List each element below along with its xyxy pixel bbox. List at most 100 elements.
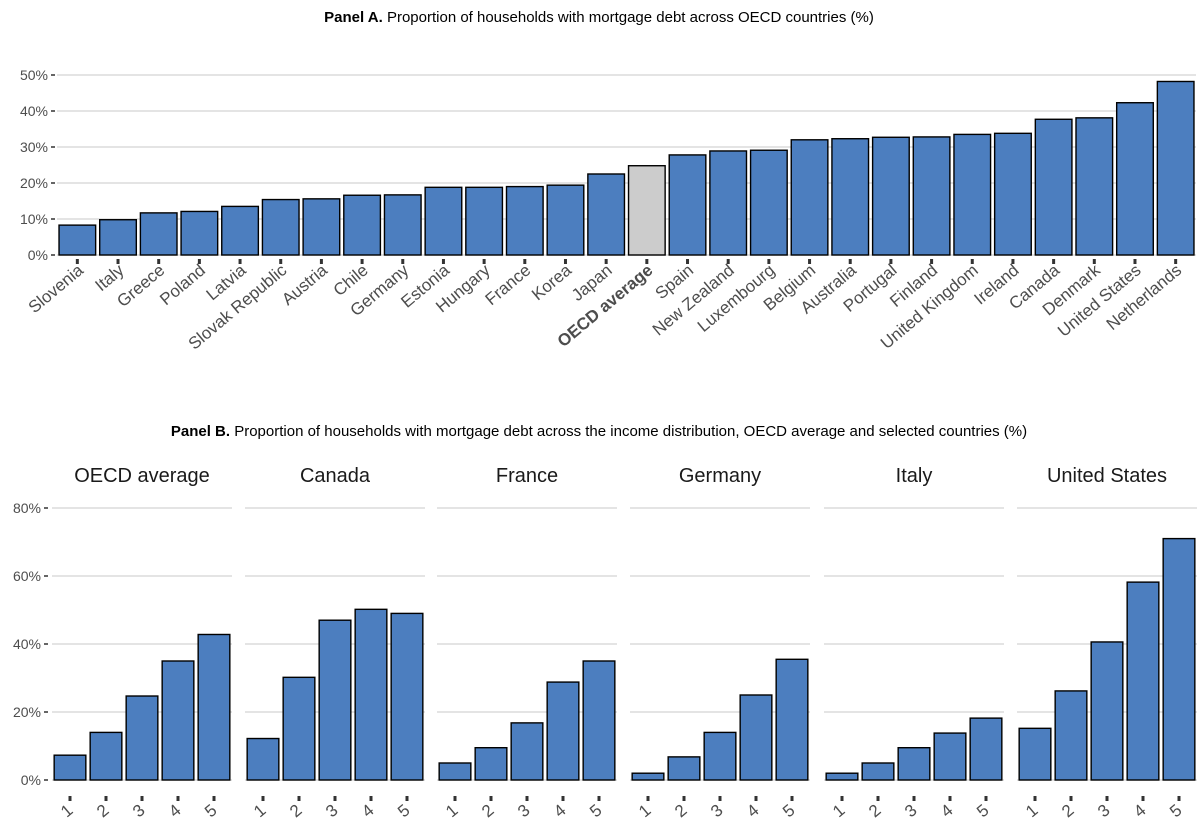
bar-canada-q2 — [282, 676, 316, 781]
x-tick-label: 3 — [129, 801, 148, 822]
bar-germany — [383, 194, 422, 256]
y-tick-label: 0% — [28, 247, 48, 263]
bar-canada — [1034, 118, 1073, 256]
y-tick-label: 40% — [13, 636, 41, 652]
x-tick-label: 1 — [635, 801, 654, 822]
y-tick-label: 50% — [20, 67, 48, 83]
x-tick-label: 1 — [57, 801, 76, 822]
x-tick-label: 2 — [1058, 801, 1077, 822]
y-tick-label: 10% — [20, 211, 48, 227]
bar-france-q5 — [582, 660, 616, 781]
bar-greece — [139, 212, 178, 256]
bar-ireland — [993, 132, 1032, 256]
bar-chile — [343, 194, 382, 256]
bar-germany-q4 — [739, 694, 773, 781]
bar-canada-q3 — [318, 619, 352, 781]
bar-france-q3 — [510, 722, 544, 781]
bar-italy — [99, 219, 138, 256]
bar-japan — [587, 173, 626, 256]
bar-italy-q4 — [933, 732, 967, 781]
panel-a-title-text: Proportion of households with mortgage d… — [382, 9, 874, 26]
x-tick-label: 2 — [671, 801, 690, 822]
bar-australia — [831, 138, 870, 256]
bar-italy-q2 — [861, 762, 895, 781]
bar-estonia — [424, 186, 463, 256]
x-tick-label: 3 — [514, 801, 533, 822]
bar-italy-q5 — [969, 717, 1003, 781]
y-tick-label: 20% — [20, 175, 48, 191]
facet-title-france: France — [496, 465, 558, 487]
bar-latvia — [221, 205, 260, 256]
bar-korea — [546, 184, 585, 256]
bar-germany-q3 — [703, 731, 737, 781]
panel-a-title: Panel A. Proportion of households with m… — [0, 9, 1198, 26]
bar-oecd-average-q4 — [161, 660, 195, 781]
panel-b-title-bold: Panel B. — [170, 423, 231, 440]
bar-denmark — [1075, 117, 1114, 256]
x-tick-label: 3 — [1094, 801, 1113, 822]
x-tick-label: 2 — [478, 801, 497, 822]
bar-canada-q5 — [390, 612, 424, 781]
y-tick-label: 30% — [20, 139, 48, 155]
bar-france — [505, 185, 544, 256]
bar-canada-q1 — [246, 737, 280, 781]
bar-oecd-average-q1 — [53, 754, 87, 781]
panel-b-title: Panel B. Proportion of households with m… — [0, 423, 1198, 440]
facet-title-oecd-average: OECD average — [74, 465, 210, 487]
facet-title-canada: Canada — [300, 465, 371, 487]
bar-oecd-average-q2 — [89, 731, 123, 781]
bar-slovenia — [58, 224, 97, 256]
bar-united-states-q4 — [1126, 581, 1160, 781]
bar-italy-q3 — [897, 747, 931, 781]
y-tick-label: 0% — [21, 772, 41, 788]
x-tick-label: 4 — [550, 801, 569, 822]
bar-united-states-q1 — [1018, 727, 1052, 781]
bar-hungary — [465, 186, 504, 256]
bar-united-kingdom — [953, 133, 992, 256]
bar-oecd-average-q3 — [125, 695, 159, 781]
bar-finland — [912, 136, 951, 256]
x-tick-label: 3 — [707, 801, 726, 822]
bar-portugal — [871, 136, 910, 256]
bar-united-states — [1115, 102, 1154, 256]
y-tick-label: 20% — [13, 704, 41, 720]
bar-spain — [668, 154, 707, 256]
x-tick-label: 1 — [1022, 801, 1041, 822]
facet-title-italy: Italy — [896, 465, 933, 487]
bar-oecd-average — [627, 165, 666, 256]
x-tick-label: 5 — [394, 801, 413, 822]
panel-a-title-bold: Panel A. — [324, 9, 383, 26]
bar-france-q2 — [474, 747, 508, 781]
x-tick-label: 3 — [901, 801, 920, 822]
bar-germany-q1 — [631, 772, 665, 781]
x-tick-label: 5 — [201, 801, 220, 822]
panel-a-chart: 0%10%20%30%40%50%Slovenia ItalyGreecePola… — [20, 67, 1196, 353]
bar-italy-q1 — [825, 772, 859, 781]
y-tick-label: 40% — [20, 103, 48, 119]
bar-oecd-average-q5 — [197, 633, 231, 781]
bar-united-states-q3 — [1090, 641, 1124, 781]
bar-france-q1 — [438, 762, 472, 781]
bar-france-q4 — [546, 681, 580, 781]
facet-title-germany: Germany — [679, 465, 761, 487]
bar-canada-q4 — [354, 608, 388, 781]
bar-united-states-q2 — [1054, 690, 1088, 781]
panel-b-title-text: Proportion of households with mortgage d… — [230, 423, 1028, 440]
x-tick-label: 4 — [937, 801, 956, 822]
bar-luxembourg — [749, 149, 788, 256]
bar-new-zealand — [709, 150, 748, 256]
x-tick-label: 5 — [1166, 801, 1185, 822]
x-tick-label: 1 — [829, 801, 848, 822]
x-tick-label: 1 — [250, 801, 269, 822]
x-tick-label: 4 — [358, 801, 377, 822]
bar-germany-q5 — [775, 658, 809, 781]
bar-poland — [180, 210, 219, 256]
x-tick-label: 5 — [779, 801, 798, 822]
x-tick-label: 1 — [442, 801, 461, 822]
bar-austria — [302, 198, 341, 256]
y-tick-label: 60% — [13, 568, 41, 584]
x-tick-label: 4 — [165, 801, 184, 822]
x-tick-label: 5 — [973, 801, 992, 822]
x-tick-label: 4 — [1130, 801, 1149, 822]
